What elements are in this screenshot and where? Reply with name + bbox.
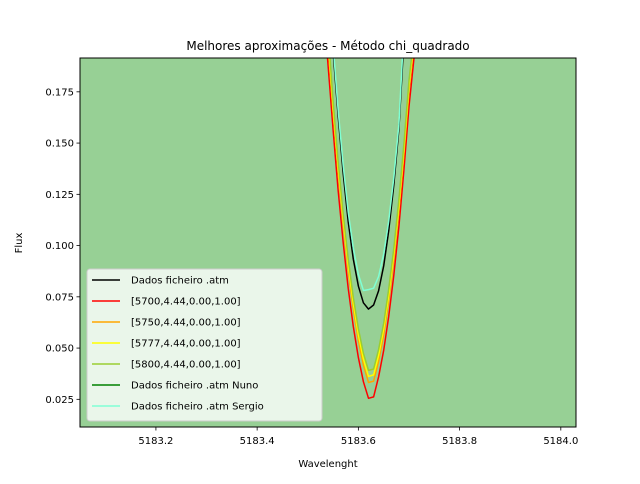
y-tick-label: 0.125 (45, 190, 74, 201)
legend-label: [5750,4.44,0.00,1.00] (131, 318, 241, 329)
x-tick-label: 5183.2 (138, 436, 173, 447)
series-line-1 (332, 58, 404, 310)
series-layer (326, 58, 415, 400)
legend-label: [5800,4.44,0.00,1.00] (131, 360, 241, 371)
legend: Dados ficheiro .atm [5700,4.44,0.00,1.00]… (86, 268, 323, 422)
y-tick-label: 0.175 (45, 87, 74, 98)
y-tick-label: 0.075 (45, 292, 74, 303)
y-tick-label: 0.100 (45, 241, 74, 252)
plot-frame (79, 57, 577, 428)
legend-label: Dados ficheiro .atm Sergio (131, 402, 264, 413)
y-tick-label: 0.150 (45, 139, 74, 150)
legend-label: Dados ficheiro .atm (131, 276, 229, 287)
legend-label: [5777,4.44,0.00,1.00] (131, 339, 241, 350)
x-tick-label: 5184.0 (543, 436, 578, 447)
series-line-5 (329, 58, 413, 372)
legend-label: Dados ficheiro .atm Nuno (131, 381, 258, 392)
chart-title: Melhores aproximações - Método chi_quadr… (186, 39, 469, 53)
y-axis-label: Flux (14, 233, 25, 254)
series-line-7 (333, 58, 404, 292)
legend-label: [5700,4.44,0.00,1.00] (131, 297, 241, 308)
x-tick-label: 5183.8 (442, 436, 477, 447)
series-line-2 (326, 58, 415, 400)
legend-box (86, 268, 323, 422)
x-axis-label: Wavelenght (298, 459, 357, 470)
x-tick-label: 5183.6 (341, 436, 376, 447)
y-axis: 0.025 0.050 0.075 0.100 0.125 0.150 0.175 (45, 87, 80, 406)
y-tick-label: 0.025 (45, 395, 74, 406)
x-axis: 5183.2 5183.4 5183.6 5183.8 5184.0 (138, 427, 578, 447)
y-tick-label: 0.050 (45, 344, 74, 355)
x-tick-label: 5183.4 (240, 436, 275, 447)
